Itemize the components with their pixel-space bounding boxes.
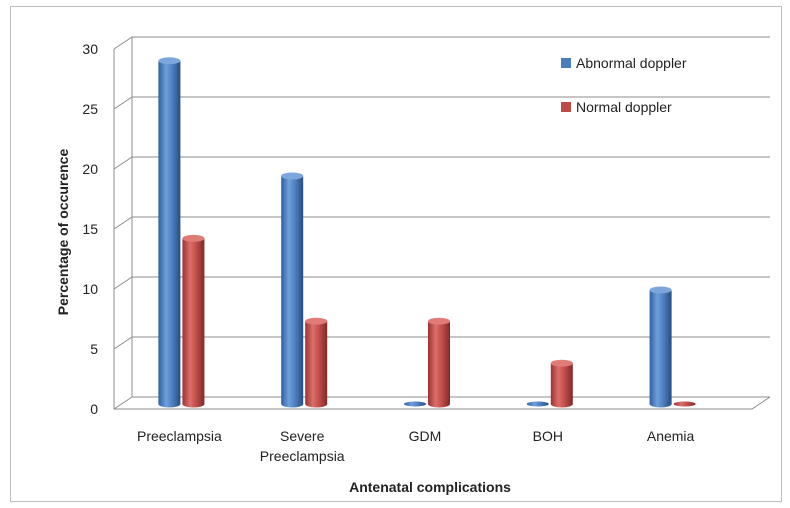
bar-abnormal [281,172,304,408]
y-tick-label: 5 [90,341,98,357]
category-label: Anemia [647,428,695,444]
x-axis-title: Antenatal complications [349,479,511,495]
y-tick-label: 10 [82,281,98,297]
floor-edge [114,396,771,410]
legend-swatch [561,58,571,68]
y-axis-title: Percentage of occurence [55,149,71,316]
legend-label: Normal doppler [576,99,672,115]
y-tick-label: 15 [82,221,98,237]
bar-normal [428,317,450,408]
gridline [113,36,770,50]
gridline [113,216,770,230]
x-category-labels: Preeclampsia Severe Preeclampsia GDM BOH Anem… [137,428,695,464]
bars [158,57,696,408]
bar-abnormal [158,57,181,408]
legend-swatch [561,102,571,112]
gridline [113,156,770,170]
gridline [113,276,770,290]
bar-abnormal [649,286,672,408]
legend-label: Abnormal doppler [576,55,687,71]
category-label: GDM [409,428,442,444]
bar-abnormal [404,401,426,407]
y-tick-label: 25 [82,101,98,117]
category-label: BOH [533,428,563,444]
y-tick-label: 20 [82,161,98,177]
legend: Abnormal doppler Normal doppler [561,55,687,115]
bar-normal [305,317,328,408]
bar-normal [673,401,696,407]
y-tick-label: 30 [82,41,98,57]
chart-frame [10,6,782,502]
category-label: Preeclampsia [137,428,222,444]
y-tick-labels: 0 5 10 15 20 25 30 [82,41,98,417]
bar-normal [182,234,205,408]
category-label: Severe Preeclampsia [260,428,345,464]
bar-normal [550,359,573,408]
bar-abnormal [526,401,549,407]
y-tick-label: 0 [90,401,98,417]
